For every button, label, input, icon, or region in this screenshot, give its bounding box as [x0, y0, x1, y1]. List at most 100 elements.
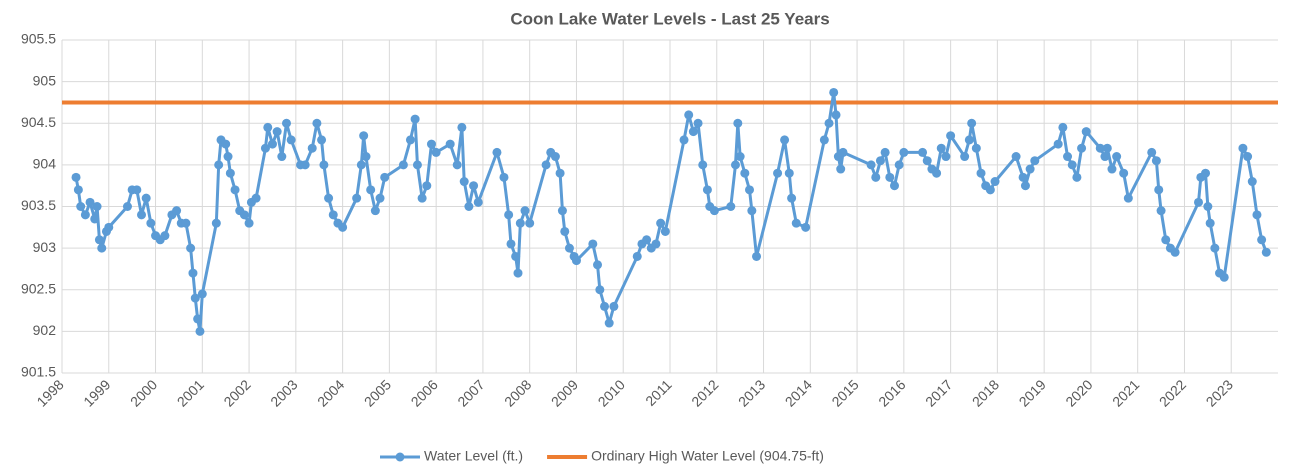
data-point	[90, 214, 100, 224]
data-point	[464, 202, 474, 211]
data-point	[1205, 218, 1215, 228]
data-point	[515, 218, 525, 228]
data-point	[137, 210, 147, 220]
data-point	[324, 193, 334, 203]
data-point	[214, 160, 224, 170]
data-point	[684, 110, 694, 120]
data-point	[885, 172, 895, 182]
data-point	[104, 222, 114, 232]
data-point	[492, 147, 502, 157]
data-point	[1058, 122, 1068, 132]
data-point	[181, 218, 191, 228]
chart-title: Coon Lake Water Levels - Last 25 Years	[510, 9, 829, 28]
data-point	[239, 210, 249, 220]
x-tick-label: 2015	[828, 376, 861, 409]
data-point	[97, 243, 107, 253]
data-point	[918, 147, 928, 157]
data-point	[866, 160, 876, 170]
data-point	[223, 152, 233, 162]
data-point	[941, 152, 951, 162]
data-point	[1081, 127, 1091, 137]
data-point	[894, 160, 904, 170]
x-tick-label: 2023	[1203, 376, 1236, 409]
data-point	[651, 239, 661, 249]
data-point	[880, 147, 890, 157]
legend-marker	[395, 452, 405, 462]
data-point	[784, 168, 794, 178]
data-point	[499, 172, 509, 182]
data-point	[197, 289, 207, 299]
data-point	[836, 164, 846, 174]
data-point	[946, 131, 956, 141]
data-point	[1201, 168, 1211, 178]
data-point	[410, 114, 420, 124]
data-point	[960, 152, 970, 162]
data-point	[1018, 172, 1028, 182]
y-tick-label: 904.5	[21, 114, 56, 130]
data-point	[1011, 152, 1021, 162]
data-point	[1030, 156, 1040, 166]
data-point	[267, 139, 277, 149]
data-point	[1252, 210, 1262, 220]
x-tick-label: 2006	[408, 376, 441, 409]
data-point	[457, 122, 467, 132]
data-point	[263, 122, 273, 132]
x-tick-label: 2013	[735, 376, 768, 409]
data-point	[932, 168, 942, 178]
data-point	[600, 301, 610, 311]
data-point	[1170, 247, 1180, 257]
data-point	[1156, 206, 1166, 216]
data-point	[1067, 160, 1077, 170]
x-tick-label: 2005	[361, 376, 394, 409]
data-point	[338, 222, 348, 232]
data-point	[317, 135, 327, 145]
data-point	[831, 110, 841, 120]
data-point	[787, 193, 797, 203]
data-point	[1147, 147, 1157, 157]
data-point	[359, 131, 369, 141]
legend-label: Ordinary High Water Level (904.75-ft)	[591, 448, 824, 464]
data-point	[1053, 139, 1063, 149]
data-point	[1243, 152, 1253, 162]
data-point	[132, 185, 142, 195]
data-point	[281, 118, 291, 128]
data-point	[1261, 247, 1271, 257]
y-tick-label: 902.5	[21, 280, 56, 296]
data-point	[92, 202, 102, 211]
data-point	[380, 172, 390, 182]
data-point	[80, 210, 90, 220]
data-point	[730, 160, 740, 170]
legend-item: Water Level (ft.)	[380, 448, 523, 464]
x-tick-label: 2003	[267, 376, 300, 409]
data-point	[506, 239, 516, 249]
data-point	[1102, 143, 1112, 153]
data-point	[445, 139, 455, 149]
data-point	[160, 231, 170, 241]
data-point	[656, 218, 666, 228]
data-point	[660, 226, 670, 236]
data-point	[595, 285, 605, 295]
data-point	[801, 222, 811, 232]
x-tick-label: 2009	[548, 376, 581, 409]
data-point	[469, 181, 479, 191]
data-point	[889, 181, 899, 191]
data-point	[735, 152, 745, 162]
y-tick-label: 901.5	[21, 364, 56, 380]
data-point	[560, 226, 570, 236]
data-point	[504, 210, 514, 220]
x-tick-label: 2002	[220, 376, 253, 409]
data-point	[642, 235, 652, 245]
legend-item: Ordinary High Water Level (904.75-ft)	[547, 448, 824, 464]
data-point	[1112, 152, 1122, 162]
data-point	[967, 118, 977, 128]
data-point	[459, 177, 469, 187]
x-tick-label: 2012	[688, 376, 721, 409]
data-point	[513, 268, 523, 278]
data-point	[780, 135, 790, 145]
data-point	[604, 318, 614, 328]
x-tick-label: 1998	[33, 376, 66, 409]
data-point	[702, 185, 712, 195]
data-point	[417, 193, 427, 203]
data-point	[260, 143, 270, 153]
